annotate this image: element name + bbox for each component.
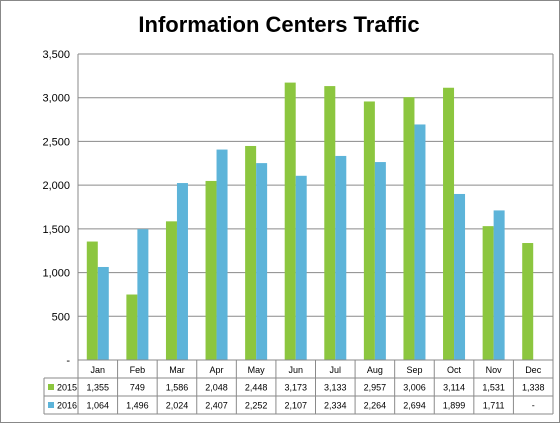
bar-2016-sep (414, 124, 426, 360)
bar-2016-nov (493, 210, 505, 360)
y-tick-label: 1,000 (42, 268, 70, 280)
legend-label-2015: 2015 (57, 383, 77, 393)
data-label-2016: 2,252 (245, 401, 268, 411)
bar-2015-apr (205, 180, 217, 360)
bar-2015-dec (522, 243, 534, 360)
data-label-2015: 2,957 (364, 383, 387, 393)
bar-2015-aug (363, 101, 375, 360)
y-tick-label: 2,500 (42, 136, 70, 148)
bar-2016-may (256, 163, 268, 360)
data-label-2015: 3,006 (403, 383, 426, 393)
legend-label-2016: 2016 (57, 401, 77, 411)
bar-2015-sep (403, 97, 415, 361)
data-label-2015: 3,133 (324, 383, 347, 393)
bar-2015-nov (482, 226, 494, 360)
y-tick-label: - (66, 355, 70, 367)
bar-2016-mar (176, 183, 188, 360)
data-label-2015: 1,586 (166, 383, 189, 393)
y-axis: - 500 1,000 1,500 2,000 2,500 3,000 3,500 (42, 49, 554, 367)
bar-2016-jan (97, 266, 109, 360)
data-label-2016: 2,694 (403, 401, 426, 411)
bar-2016-jun (295, 175, 307, 360)
bar-2015-jan (86, 241, 98, 360)
bar-2016-aug (374, 162, 386, 360)
y-tick-label: 2,000 (42, 180, 70, 192)
category-label: Dec (525, 365, 542, 375)
data-table: Jan Feb Mar Apr May Jun Jul Aug Sep Oct Nov Dec 2015… (43, 359, 554, 415)
data-label-2015: 3,114 (443, 383, 465, 393)
category-label: May (248, 365, 266, 375)
bar-2015-feb (126, 294, 138, 360)
category-label: Jan (91, 365, 106, 375)
bars (86, 82, 534, 361)
data-label-2015: 3,173 (284, 383, 307, 393)
category-label: Mar (169, 365, 185, 375)
data-label-2016: 1,711 (483, 401, 505, 411)
legend-swatch-2015 (48, 384, 54, 390)
data-label-2016: 2,264 (364, 401, 387, 411)
gridlines (78, 53, 553, 317)
legend-swatch-2016 (48, 402, 54, 408)
bar-2016-oct (454, 193, 466, 360)
bar-2015-jun (284, 82, 296, 360)
data-label-2015: 1,355 (87, 383, 110, 393)
data-label-2016: 2,334 (324, 401, 347, 411)
bar-2015-jul (324, 86, 336, 360)
category-label: Oct (447, 365, 462, 375)
data-label-2016: 2,407 (205, 401, 228, 411)
category-label: Feb (130, 365, 146, 375)
y-tick-label: 3,500 (42, 49, 70, 61)
category-label: Jul (330, 365, 342, 375)
data-label-2016: - (532, 401, 535, 411)
category-label: Aug (367, 365, 383, 375)
data-label-2015: 1,338 (522, 383, 545, 393)
category-label: Nov (486, 365, 503, 375)
y-tick-label: 500 (52, 311, 70, 323)
category-label: Apr (210, 365, 224, 375)
y-tick-label: 3,000 (42, 93, 70, 105)
bar-2015-oct (443, 87, 455, 360)
data-label-2016: 1,064 (87, 401, 110, 411)
data-label-2016: 2,107 (284, 401, 307, 411)
category-label: Sep (406, 365, 422, 375)
bar-2016-jul (335, 155, 347, 360)
data-label-2016: 1,899 (443, 401, 466, 411)
data-label-2015: 1,531 (482, 383, 505, 393)
bar-2016-apr (216, 149, 228, 360)
bar-2015-may (245, 145, 257, 360)
data-label-2015: 749 (130, 383, 145, 393)
bar-2016-feb (137, 229, 149, 360)
category-label: Jun (288, 365, 303, 375)
data-label-2015: 2,048 (205, 383, 228, 393)
bar-2015-mar (165, 221, 177, 360)
data-label-2016: 1,496 (126, 401, 149, 411)
y-tick-label: 1,500 (42, 224, 70, 236)
chart-title: Information Centers Traffic (138, 12, 420, 37)
data-label-2016: 2,024 (166, 401, 189, 411)
data-label-2015: 2,448 (245, 383, 268, 393)
